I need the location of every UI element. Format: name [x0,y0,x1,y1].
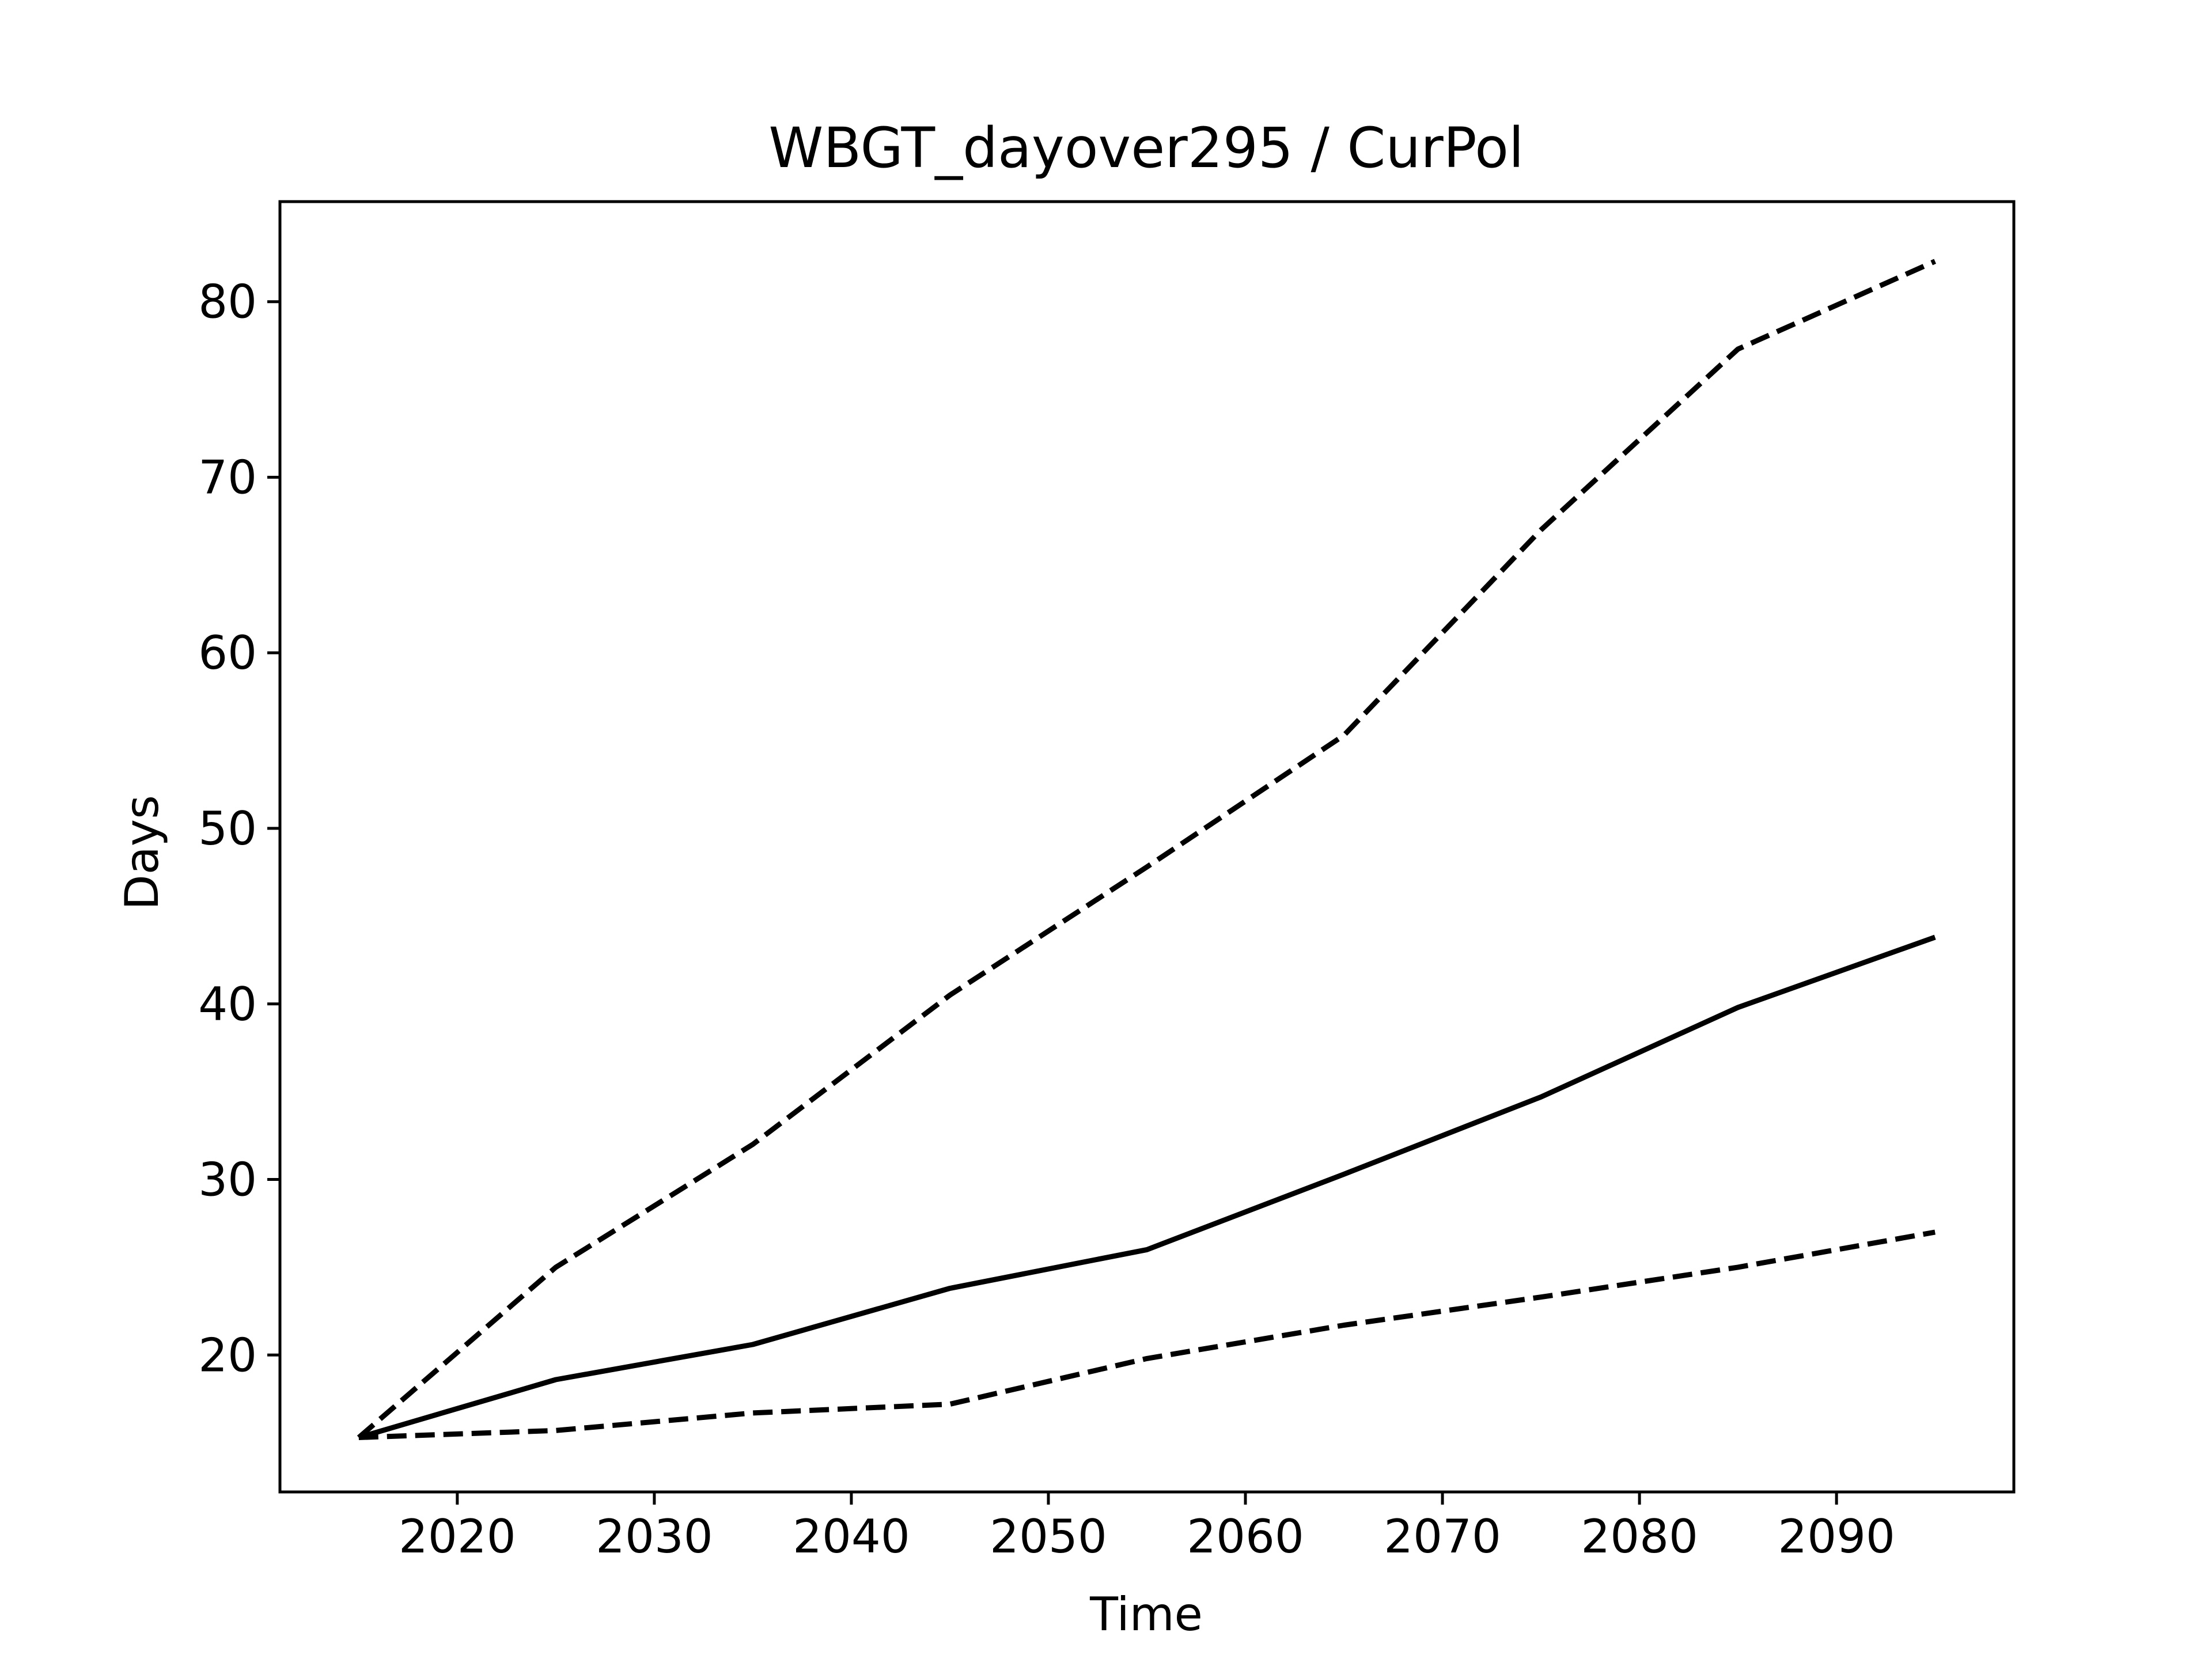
y-tick-label: 50 [198,802,257,855]
y-tick-label: 20 [198,1328,257,1382]
y-tick-label: 80 [198,275,257,329]
chart-title: WBGT_dayover295 / CurPol [768,116,1524,180]
x-tick-label: 2060 [1187,1510,1304,1563]
x-tick-label: 2030 [596,1510,713,1563]
plot-frame [278,200,2016,1494]
x-tick-label: 2040 [793,1510,910,1563]
x-axis-label: Time [1089,1588,1203,1641]
series-lower-line [358,1229,1936,1440]
x-tick-label: 2020 [399,1510,516,1563]
y-axis: 20 30 40 50 60 70 80 [198,275,280,1382]
y-tick-label: 70 [198,450,257,504]
y-axis-label: Days [115,795,169,910]
y-tick-label: 30 [198,1153,257,1207]
y-tick-label: 40 [198,978,257,1031]
x-tick-label: 2070 [1384,1510,1501,1563]
x-tick-label: 2090 [1778,1510,1895,1563]
series-upper-line [357,259,1937,1440]
x-tick-label: 2080 [1581,1510,1698,1563]
series-median-line [358,934,1936,1440]
x-tick-label: 2050 [990,1510,1107,1563]
series-layer [357,259,1937,1440]
y-tick-label: 60 [198,626,257,680]
x-axis: 2020 2030 2040 2050 2060 2070 2080 2090 [399,1492,1895,1563]
